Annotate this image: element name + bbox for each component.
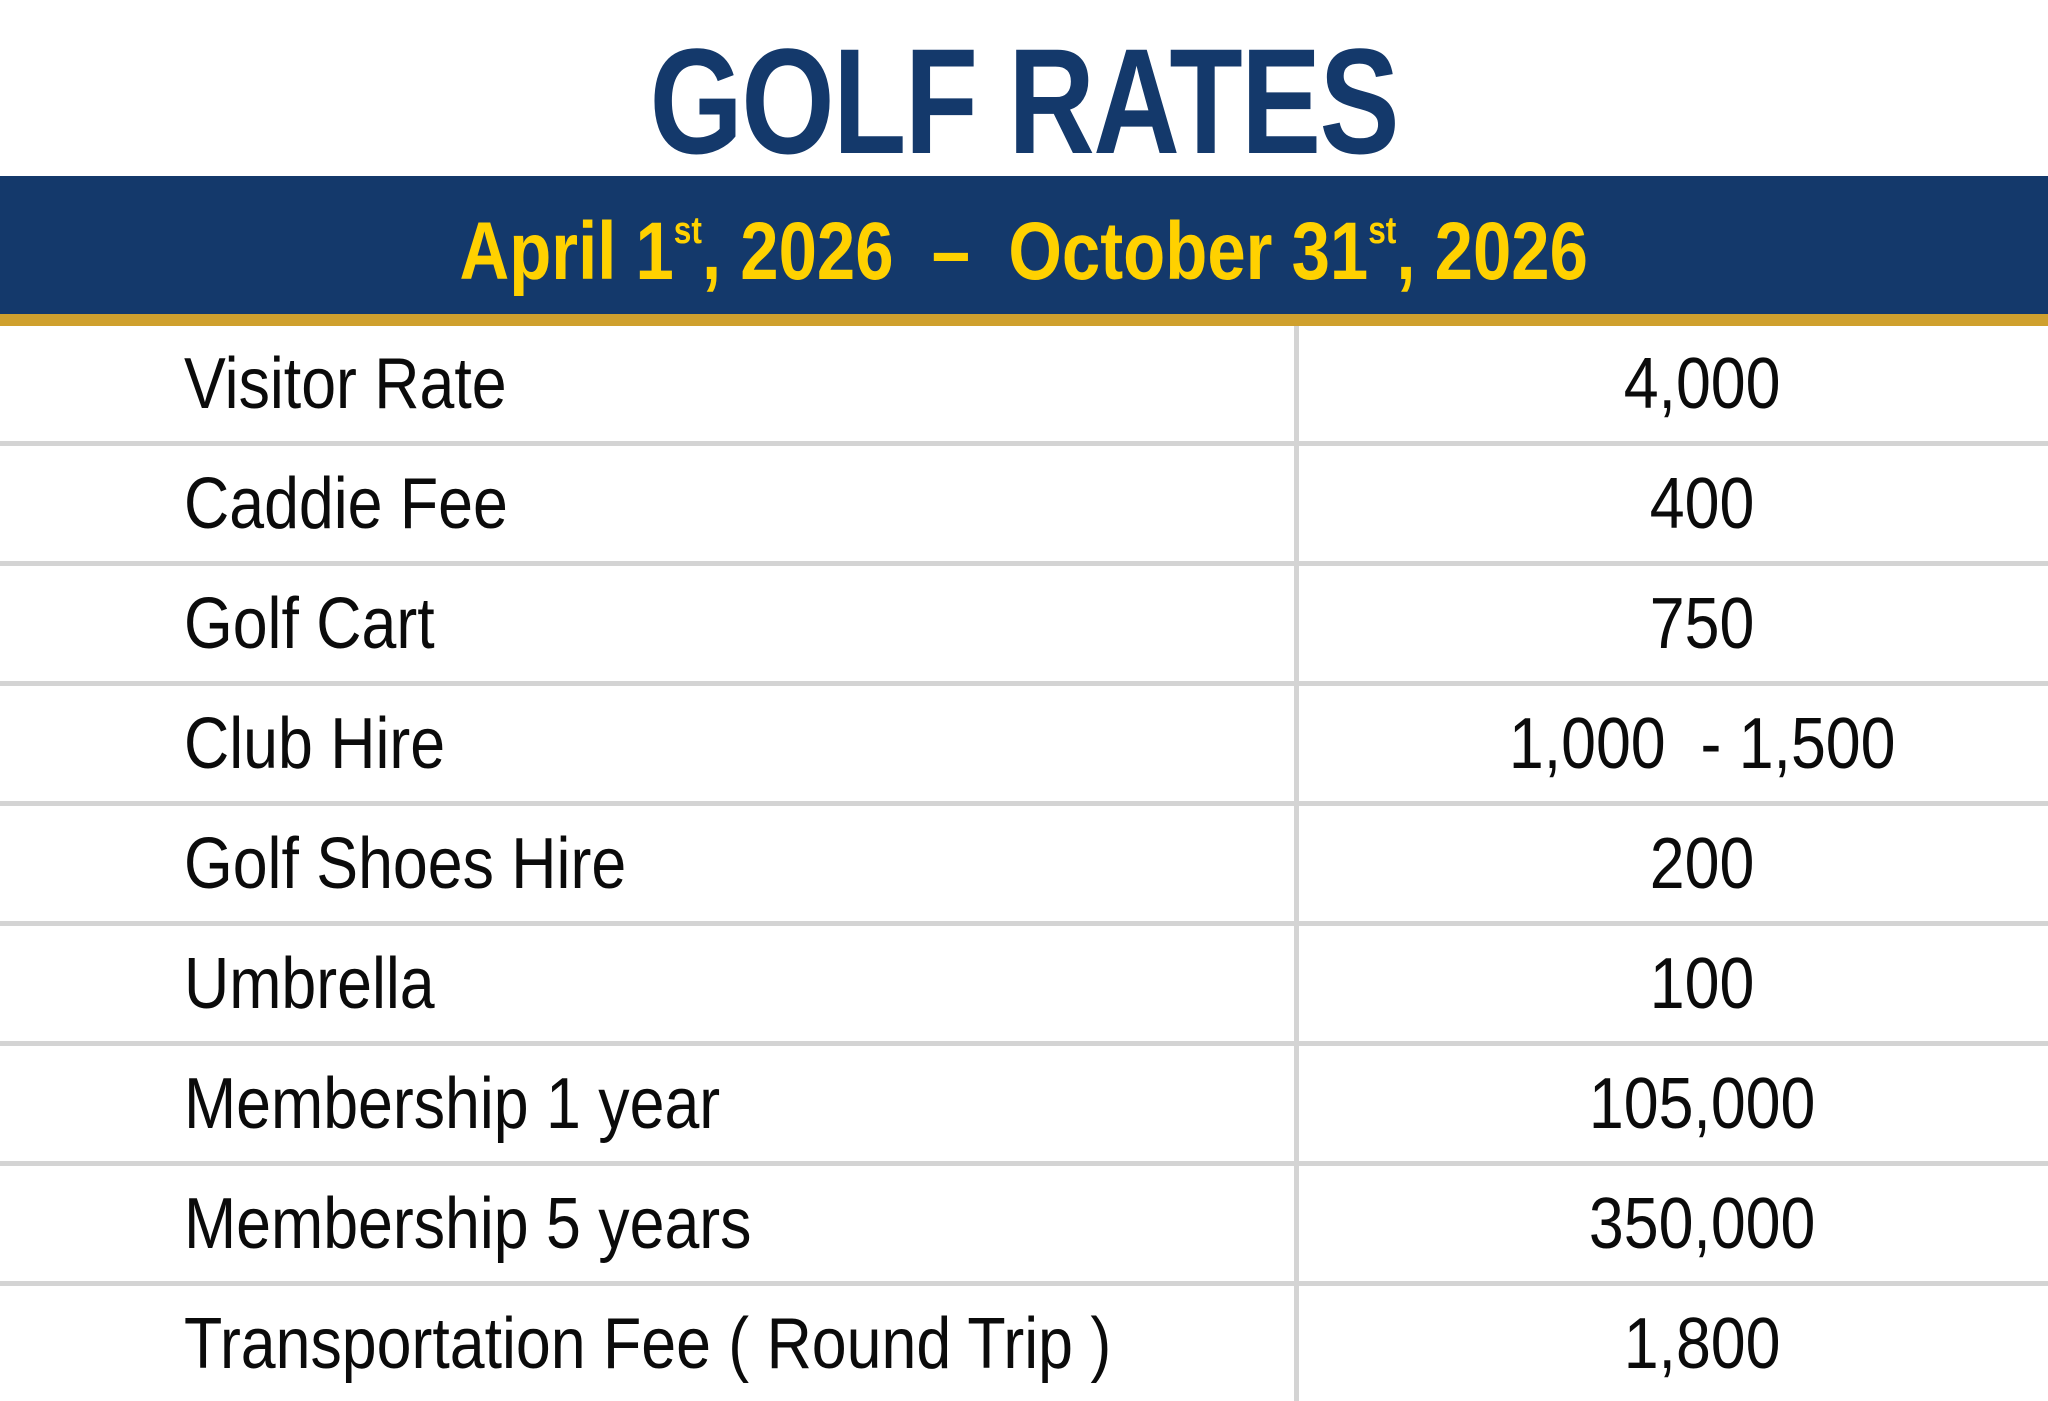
- title-area: GOLF RATES: [0, 0, 2048, 176]
- date-end-ordinal: st: [1368, 209, 1397, 252]
- rate-price-cell: 105,000: [1294, 1046, 2048, 1161]
- date-banner: April 1st, 2026 – October 31st, 2026: [0, 176, 2048, 314]
- rate-item-label: Membership 5 years: [184, 1183, 752, 1264]
- rate-item-cell: Caddie Fee: [0, 446, 1294, 561]
- rate-row: Transportation Fee ( Round Trip ) 1,800: [0, 1286, 2048, 1401]
- rate-price-cell: 200: [1294, 806, 2048, 921]
- rate-item-label: Membership 1 year: [184, 1063, 721, 1144]
- gold-divider-bar: [0, 314, 2048, 326]
- rate-row: Membership 1 year 105,000: [0, 1046, 2048, 1166]
- rate-item-cell: Golf Shoes Hire: [0, 806, 1294, 921]
- date-start: April 1: [459, 206, 675, 297]
- rate-item-label: Golf Shoes Hire: [184, 823, 627, 904]
- rate-row: Visitor Rate 4,000: [0, 326, 2048, 446]
- rate-price-value: 1,000 - 1,500: [1508, 703, 1896, 784]
- rate-item-label: Visitor Rate: [184, 343, 507, 424]
- date-middle: , 2026 – October 31: [702, 206, 1369, 297]
- rate-row: Club Hire 1,000 - 1,500: [0, 686, 2048, 806]
- rate-price-value: 4,000: [1623, 343, 1781, 424]
- rate-row: Golf Shoes Hire 200: [0, 806, 2048, 926]
- rate-row: Umbrella 100: [0, 926, 2048, 1046]
- rate-item-cell: Club Hire: [0, 686, 1294, 801]
- rate-price-value: 100: [1649, 943, 1755, 1024]
- rate-item-cell: Membership 5 years: [0, 1166, 1294, 1281]
- rate-price-cell: 100: [1294, 926, 2048, 1041]
- rate-item-cell: Membership 1 year: [0, 1046, 1294, 1161]
- rate-price-value: 400: [1649, 463, 1755, 544]
- date-start-ordinal: st: [674, 209, 703, 252]
- rate-price-cell: 750: [1294, 566, 2048, 681]
- rate-item-label: Club Hire: [184, 703, 446, 784]
- rates-table: Visitor Rate 4,000 Caddie Fee 400 Golf C…: [0, 326, 2048, 1401]
- rate-price-value: 750: [1649, 583, 1755, 664]
- rate-item-label: Umbrella: [184, 943, 435, 1024]
- rate-item-cell: Umbrella: [0, 926, 1294, 1041]
- rate-item-cell: Visitor Rate: [0, 326, 1294, 441]
- rate-item-cell: Transportation Fee ( Round Trip ): [0, 1286, 1294, 1401]
- rate-item-label: Caddie Fee: [184, 463, 508, 544]
- rate-price-cell: 350,000: [1294, 1166, 2048, 1281]
- rate-row: Golf Cart 750: [0, 566, 2048, 686]
- page-title: GOLF RATES: [649, 17, 1400, 185]
- rate-price-cell: 4,000: [1294, 326, 2048, 441]
- rate-price-value: 1,800: [1623, 1303, 1781, 1384]
- rate-price-cell: 1,000 - 1,500: [1294, 686, 2048, 801]
- rate-item-label: Golf Cart: [184, 583, 435, 664]
- rate-row: Caddie Fee 400: [0, 446, 2048, 566]
- rate-price-cell: 1,800: [1294, 1286, 2048, 1401]
- rate-price-value: 105,000: [1588, 1063, 1816, 1144]
- column-divider: [1294, 326, 1299, 1401]
- date-end: , 2026: [1396, 206, 1589, 297]
- rate-item-label: Transportation Fee ( Round Trip ): [184, 1303, 1112, 1384]
- date-range: April 1st, 2026 – October 31st, 2026: [460, 197, 1588, 293]
- rate-price-cell: 400: [1294, 446, 2048, 561]
- rate-row: Membership 5 years 350,000: [0, 1166, 2048, 1286]
- rate-item-cell: Golf Cart: [0, 566, 1294, 681]
- rate-price-value: 200: [1649, 823, 1755, 904]
- rate-price-value: 350,000: [1588, 1183, 1816, 1264]
